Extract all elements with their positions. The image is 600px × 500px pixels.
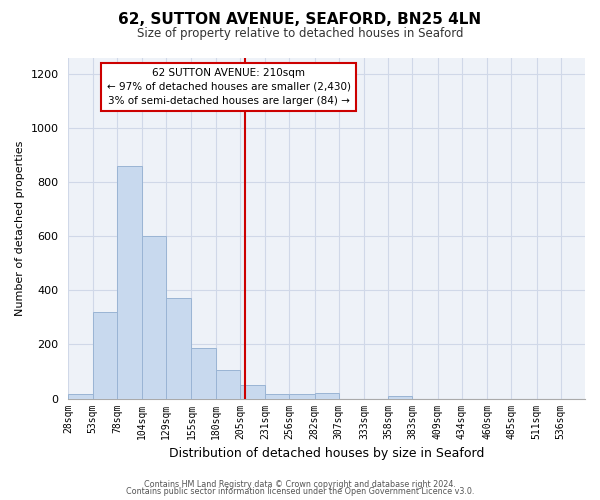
- Y-axis label: Number of detached properties: Number of detached properties: [15, 140, 25, 316]
- Text: 62 SUTTON AVENUE: 210sqm
← 97% of detached houses are smaller (2,430)
3% of semi: 62 SUTTON AVENUE: 210sqm ← 97% of detach…: [107, 68, 350, 106]
- Bar: [216, 370, 240, 398]
- Bar: [117, 166, 142, 398]
- Bar: [289, 394, 314, 398]
- Bar: [240, 385, 265, 398]
- Text: Size of property relative to detached houses in Seaford: Size of property relative to detached ho…: [137, 28, 463, 40]
- Bar: [92, 312, 117, 398]
- X-axis label: Distribution of detached houses by size in Seaford: Distribution of detached houses by size …: [169, 447, 484, 460]
- Text: Contains public sector information licensed under the Open Government Licence v3: Contains public sector information licen…: [126, 487, 474, 496]
- Bar: [166, 298, 191, 398]
- Bar: [388, 396, 412, 398]
- Bar: [191, 348, 216, 399]
- Bar: [68, 394, 92, 398]
- Text: 62, SUTTON AVENUE, SEAFORD, BN25 4LN: 62, SUTTON AVENUE, SEAFORD, BN25 4LN: [118, 12, 482, 28]
- Text: Contains HM Land Registry data © Crown copyright and database right 2024.: Contains HM Land Registry data © Crown c…: [144, 480, 456, 489]
- Bar: [142, 236, 166, 398]
- Bar: [265, 394, 289, 398]
- Bar: [314, 393, 339, 398]
